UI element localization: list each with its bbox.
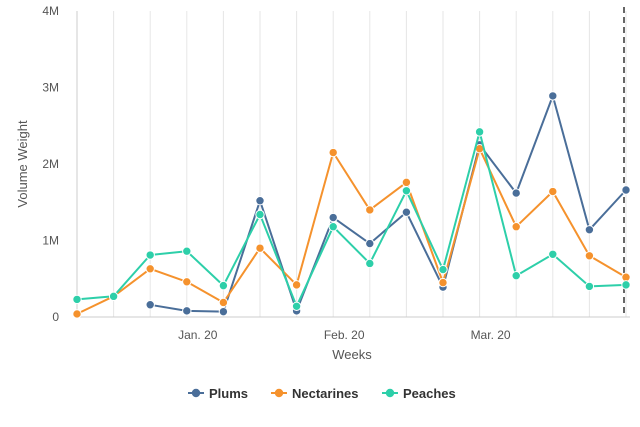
x-tick-label: Jan. 20 [178, 328, 218, 342]
peaches-point [108, 291, 119, 302]
peaches-point [438, 264, 448, 275]
peaches-point [474, 127, 485, 137]
legend-nectarines-marker [274, 388, 284, 398]
peaches-point [328, 222, 338, 232]
plums-point [401, 207, 412, 217]
nectarines-point [328, 147, 338, 158]
series-lines [72, 91, 631, 319]
x-axis-title: Weeks [332, 347, 372, 362]
grid [76, 11, 627, 317]
legend: Plums Nectarines Peaches [188, 386, 456, 401]
peaches-line [76, 130, 627, 308]
nectarines-point [145, 264, 155, 274]
peaches-point [511, 270, 521, 281]
peaches-point [365, 258, 375, 269]
nectarines-point [511, 222, 521, 232]
legend-plums-label: Plums [209, 386, 248, 401]
nectarines-point [438, 277, 448, 288]
peaches-point [255, 209, 265, 220]
peaches-point [145, 250, 155, 260]
legend-plums-marker [191, 388, 201, 398]
plums-point [365, 238, 375, 249]
nectarines-point [291, 280, 302, 290]
plums-point [548, 91, 558, 101]
nectarines-point [182, 277, 192, 287]
peaches-point [182, 246, 192, 256]
nectarines-point [365, 205, 375, 215]
nectarines-point [621, 272, 631, 282]
plums-point [511, 188, 521, 198]
plums-point [584, 225, 595, 235]
nectarines-point [584, 251, 595, 261]
peaches-point [401, 186, 412, 196]
plums-point [328, 212, 338, 223]
peaches-point [72, 294, 82, 305]
y-tick-label: 2M [42, 157, 59, 171]
x-tick-label: Mar. 20 [471, 328, 511, 342]
peaches-point [584, 281, 595, 292]
y-tick-label: 3M [42, 81, 59, 95]
peaches-point [291, 301, 302, 311]
legend-peaches-marker [385, 388, 395, 398]
peaches-point [621, 280, 631, 290]
legend-nectarines-label: Nectarines [292, 386, 358, 401]
legend-peaches-label: Peaches [403, 386, 456, 401]
nectarines-line [76, 147, 627, 315]
plums-point [218, 306, 229, 317]
nectarines-point [401, 177, 412, 188]
x-tick-label: Feb. 20 [324, 328, 365, 342]
nectarines-point [218, 297, 229, 308]
peaches-point [218, 280, 229, 291]
y-tick-label: 1M [42, 234, 59, 248]
nectarines-point [72, 309, 82, 319]
y-tick-label: 0 [52, 310, 59, 324]
plums-point [145, 300, 155, 310]
plums-point [182, 306, 192, 316]
y-tick-label: 4M [42, 4, 59, 18]
peaches-point [548, 249, 558, 259]
plums-point [255, 196, 265, 206]
nectarines-point [255, 243, 265, 253]
nectarines-point [548, 186, 558, 197]
axes [76, 7, 630, 318]
y-axis-title: Volume Weight [15, 120, 30, 208]
axis-labels: Weeks Volume Weight 0 1M 2M 3M 4M Jan. 20 Feb.… [15, 4, 511, 362]
plums-line [150, 94, 627, 313]
plums-point [621, 185, 631, 195]
